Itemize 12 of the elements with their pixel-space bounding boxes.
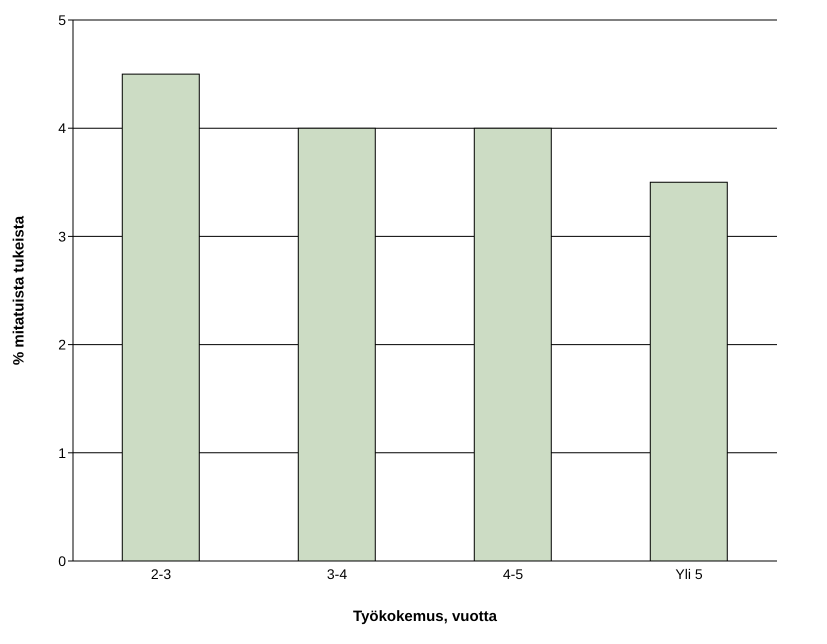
x-axis-title: Työkokemus, vuotta bbox=[353, 608, 498, 625]
x-tick-label: 2-3 bbox=[150, 566, 172, 582]
y-tick-label: 0 bbox=[58, 552, 66, 569]
y-tick-label: 3 bbox=[58, 228, 66, 244]
y-tick-label: 4 bbox=[58, 120, 66, 136]
y-tick-label: 5 bbox=[58, 12, 66, 28]
y-tick-label: 1 bbox=[58, 444, 66, 461]
y-tick-label: 2 bbox=[58, 336, 66, 353]
x-tick-label: 4-5 bbox=[502, 566, 524, 582]
y-axis-title: % mitatuista tukeista bbox=[10, 215, 28, 366]
x-tick-label: 3-4 bbox=[326, 566, 348, 582]
x-tick-label: Yli 5 bbox=[675, 566, 703, 582]
